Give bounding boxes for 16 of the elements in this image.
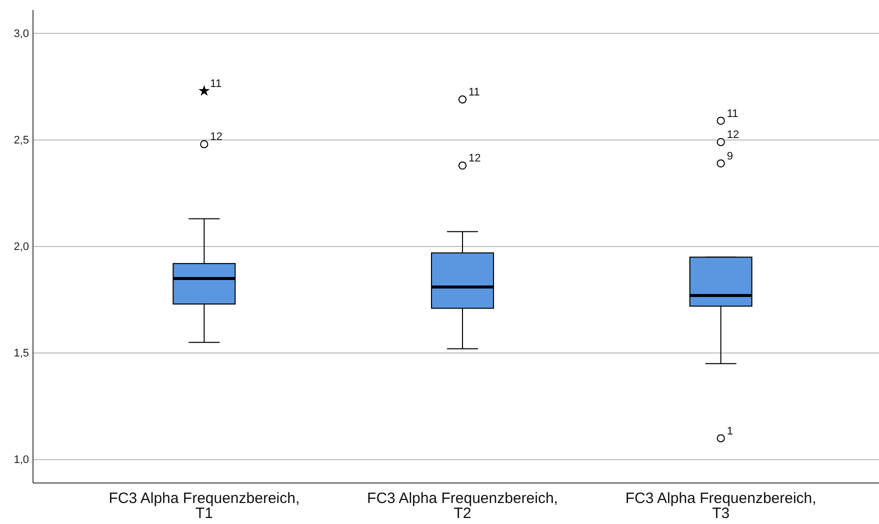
x-tick-label: FC3 Alpha Frequenzbereich, T3 [625, 490, 816, 522]
annotation: 11 [726, 108, 738, 120]
annotation: 12 [210, 131, 222, 144]
y-tick-label: 1,5 [14, 348, 29, 360]
annotation: 12 [726, 129, 740, 142]
annotation: 11 [210, 78, 222, 90]
annotation: 1 [726, 425, 733, 438]
y-tick-label: 2,5 [14, 134, 29, 146]
y-tick-label: 1,0 [14, 454, 29, 466]
x-tick-label: FC3 Alpha Frequenzbereich, T1 [108, 490, 300, 522]
annotation: 12 [468, 152, 481, 165]
annotation: 9 [726, 150, 733, 162]
y-tick-label: 3,0 [14, 28, 29, 40]
x-tick-label: FC3 Alpha Frequenzbereich, T2 [367, 490, 558, 522]
annotation: 11 [468, 86, 480, 98]
y-tick-label: 2,0 [14, 241, 29, 254]
